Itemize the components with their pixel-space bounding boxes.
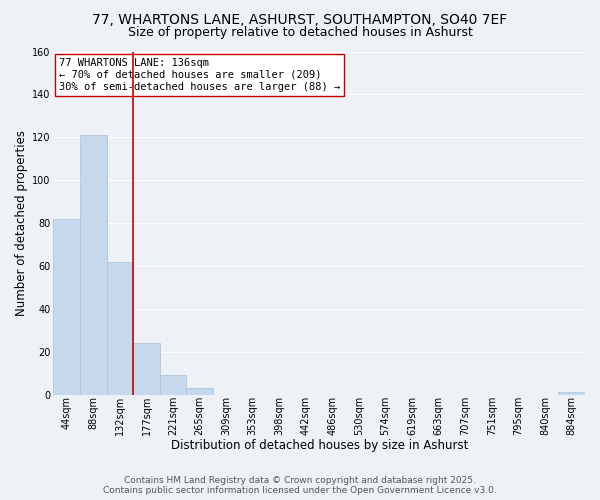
- Bar: [53, 218, 80, 394]
- Y-axis label: Number of detached properties: Number of detached properties: [15, 130, 28, 316]
- Bar: [133, 343, 160, 394]
- Bar: [559, 392, 585, 394]
- Bar: [187, 388, 213, 394]
- Text: 77 WHARTONS LANE: 136sqm
← 70% of detached houses are smaller (209)
30% of semi-: 77 WHARTONS LANE: 136sqm ← 70% of detach…: [59, 58, 340, 92]
- Text: 77, WHARTONS LANE, ASHURST, SOUTHAMPTON, SO40 7EF: 77, WHARTONS LANE, ASHURST, SOUTHAMPTON,…: [92, 12, 508, 26]
- Text: Size of property relative to detached houses in Ashurst: Size of property relative to detached ho…: [128, 26, 472, 39]
- X-axis label: Distribution of detached houses by size in Ashurst: Distribution of detached houses by size …: [170, 440, 468, 452]
- Bar: [107, 262, 133, 394]
- Bar: [80, 135, 107, 394]
- Text: Contains HM Land Registry data © Crown copyright and database right 2025.
Contai: Contains HM Land Registry data © Crown c…: [103, 476, 497, 495]
- Bar: [160, 376, 187, 394]
